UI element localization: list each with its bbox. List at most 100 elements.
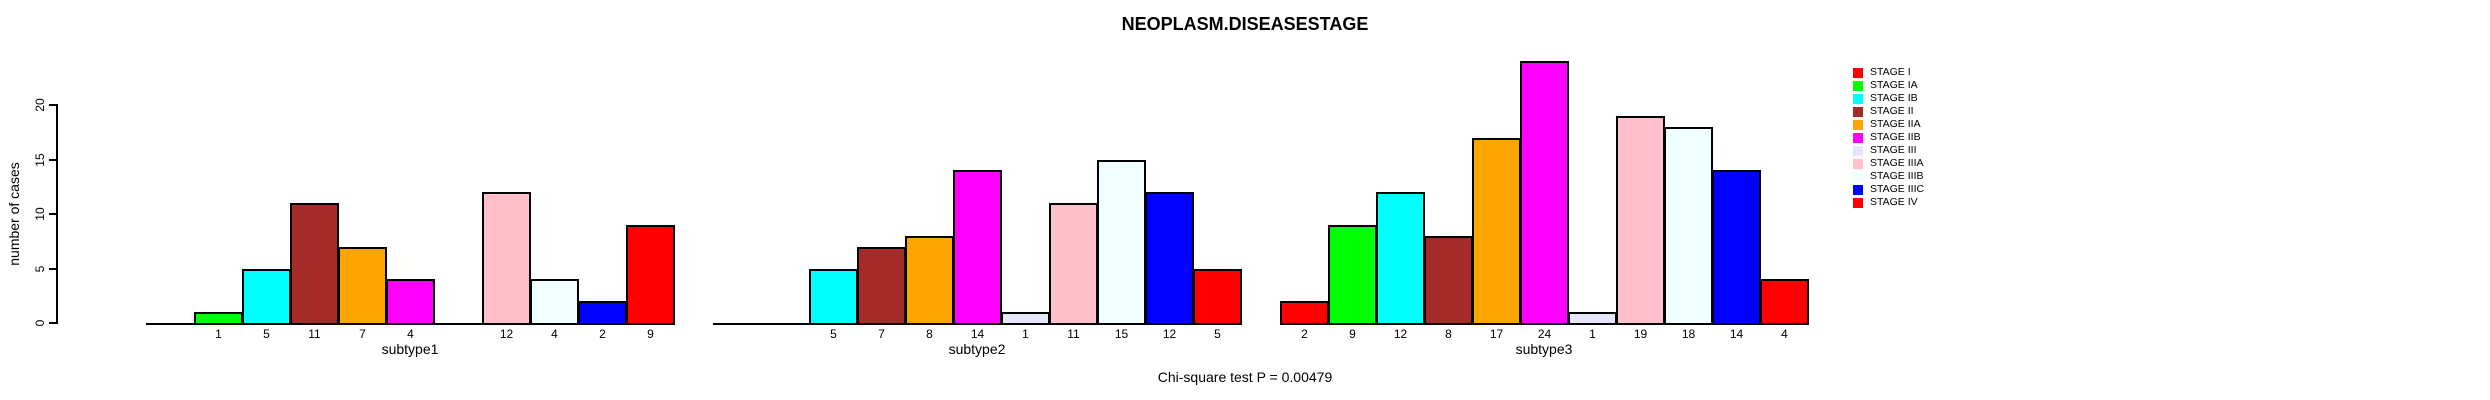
bar-stage-iiib	[1664, 126, 1713, 325]
bar-value-label: 7	[359, 327, 366, 341]
bar-stage-iia	[905, 235, 954, 325]
legend-row: STAGE IIIB	[1853, 170, 1924, 183]
bar-value-label: 15	[1114, 327, 1129, 341]
bar-stage-iv	[1760, 279, 1809, 325]
legend-swatch-icon	[1853, 132, 1863, 143]
legend-label: STAGE IB	[1870, 92, 1918, 104]
legend-swatch-icon	[1853, 80, 1863, 91]
y-axis-tick	[49, 267, 57, 270]
bar-value-label: 14	[1729, 327, 1744, 341]
legend-row: STAGE III	[1853, 144, 1924, 157]
chart-title: NEOPLASM.DISEASESTAGE	[1121, 14, 1369, 34]
bar-value-label: 11	[1067, 327, 1080, 341]
legend-label: STAGE IV	[1870, 196, 1918, 208]
bar-value-label: 9	[1349, 327, 1356, 341]
bar-value-label: 12	[499, 327, 514, 341]
legend-swatch-icon	[1853, 171, 1863, 182]
bar-value-label: 1	[1589, 327, 1596, 341]
bar-stage-iii	[1001, 312, 1050, 325]
bar-value-label: 17	[1489, 327, 1504, 341]
legend-label: STAGE IA	[1870, 79, 1918, 91]
bar-stage-iiia	[1049, 203, 1098, 325]
group-label-subtype1: subtype1	[381, 341, 439, 357]
legend-row: STAGE II	[1853, 105, 1924, 118]
bar-value-label: 1	[1022, 327, 1029, 341]
bar-value-label: 2	[1301, 327, 1308, 341]
legend-swatch-icon	[1853, 184, 1863, 195]
legend-label: STAGE IIIC	[1870, 183, 1925, 195]
bar-stage-iib	[1520, 61, 1569, 325]
bar-value-label: 5	[1214, 327, 1221, 341]
bar-value-label: 11	[308, 327, 321, 341]
bar-value-label: 9	[647, 327, 654, 341]
bar-stage-iiib	[530, 279, 579, 325]
bar-value-label: 24	[1537, 327, 1552, 341]
legend-swatch-icon	[1853, 67, 1863, 78]
legend-label: STAGE I	[1870, 66, 1911, 78]
bar-value-label: 14	[970, 327, 985, 341]
legend-row: STAGE IV	[1853, 196, 1924, 209]
bar-stage-ii	[1424, 235, 1473, 325]
bar-value-label: 5	[830, 327, 837, 341]
y-axis-tick	[49, 104, 57, 106]
bar-stage-iv	[626, 224, 675, 325]
legend-row: STAGE IA	[1853, 79, 1924, 92]
y-axis-tick-label: 20	[33, 98, 47, 112]
bar-value-label: 4	[1781, 327, 1788, 341]
y-axis-tick-label: 10	[33, 207, 47, 221]
legend-swatch-icon	[1853, 93, 1863, 104]
bar-stage-ii	[290, 203, 339, 325]
y-axis-tick-label: 5	[33, 265, 47, 272]
bar-stage-ii	[857, 246, 906, 325]
legend-label: STAGE IIB	[1870, 131, 1921, 143]
bar-value-label: 8	[1445, 327, 1452, 341]
legend-row: STAGE IIIA	[1853, 157, 1924, 170]
legend-row: STAGE IB	[1853, 92, 1924, 105]
y-axis-label: number of cases	[6, 162, 22, 266]
bar-stage-iiic	[1712, 170, 1761, 325]
legend-swatch-icon	[1853, 106, 1863, 117]
y-axis-tick-label: 0	[33, 319, 47, 327]
bar-value-label: 5	[263, 327, 270, 341]
bar-stage-iiia	[1616, 115, 1665, 325]
bar-stage-ia	[194, 312, 243, 325]
bar-stage-ib	[809, 268, 858, 325]
bar-stage-iib	[953, 170, 1002, 325]
legend-label: STAGE IIIB	[1870, 170, 1924, 182]
bar-value-label: 4	[551, 327, 558, 341]
y-axis-tick	[49, 158, 57, 161]
legend-row: STAGE IIA	[1853, 118, 1924, 131]
bar-stage-iia	[1472, 137, 1521, 325]
bar-stage-iiic	[578, 301, 627, 325]
bar-stage-iiic	[1145, 192, 1194, 325]
legend-row: STAGE I	[1853, 66, 1924, 79]
legend: STAGE I STAGE IA STAGE IB STAGE II STAGE IIA…	[1853, 66, 1924, 209]
bar-stage-ib	[1376, 192, 1425, 325]
bar-stage-i	[1280, 301, 1329, 325]
legend-label: STAGE III	[1870, 144, 1917, 156]
group-label-subtype3: subtype3	[1515, 341, 1573, 357]
legend-row: STAGE IIIC	[1853, 183, 1924, 196]
y-axis-line	[56, 104, 58, 324]
legend-label: STAGE II	[1870, 105, 1914, 117]
chi-square-note: Chi-square test P = 0.00479	[1157, 369, 1333, 385]
legend-swatch-icon	[1853, 197, 1863, 208]
bar-value-label: 2	[599, 327, 606, 341]
bar-value-label: 18	[1681, 327, 1696, 341]
legend-swatch-icon	[1853, 145, 1863, 156]
bar-value-label: 7	[878, 327, 885, 341]
group-label-subtype2: subtype2	[948, 341, 1006, 357]
legend-label: STAGE IIIA	[1870, 157, 1924, 169]
bar-stage-iia	[338, 246, 387, 325]
legend-swatch-icon	[1853, 158, 1863, 169]
bar-stage-iiia	[482, 192, 531, 325]
legend-label: STAGE IIA	[1870, 118, 1921, 130]
bar-value-label: 19	[1633, 327, 1648, 341]
bar-value-label: 4	[407, 327, 414, 341]
y-axis-tick	[49, 213, 57, 215]
bar-stage-iib	[386, 279, 435, 325]
y-axis-tick	[49, 322, 57, 324]
bar-value-label: 1	[215, 327, 222, 341]
bar-stage-ia	[1328, 224, 1377, 325]
